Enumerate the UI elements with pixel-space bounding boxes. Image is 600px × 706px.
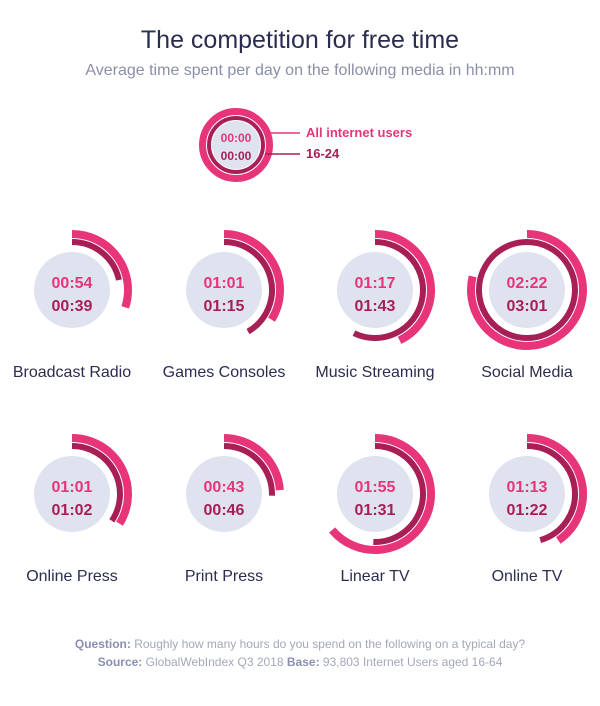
value-16-24-broadcast-radio: 00:39: [52, 298, 93, 315]
arc-all-users-linear-tv: [329, 434, 435, 554]
arc-all-users-social-media: [467, 230, 587, 350]
media-online-tv: 01:13 01:22 Online TV: [489, 434, 587, 585]
value-all-users-music-streaming: 01:17: [355, 275, 396, 292]
category-label-online-press: Online Press: [26, 568, 118, 585]
base-text: 93,803 Internet Users aged 16-64: [322, 655, 503, 669]
media-social-media: 02:22 03:01 Social Media: [467, 230, 587, 381]
arc-16-24-linear-tv: [373, 443, 426, 545]
value-all-users-linear-tv: 01:55: [355, 479, 396, 496]
chart-title: The competition for free time: [140, 26, 460, 54]
legend-label-16-24: 16-24: [306, 146, 340, 161]
value-all-users-print-press: 00:43: [204, 479, 245, 496]
category-label-print-press: Print Press: [185, 568, 263, 585]
arc-all-users-games-consoles: [223, 230, 284, 322]
disc-social-media: [489, 252, 565, 328]
chart-marks: 00:54 00:39 Broadcast Radio 01:01 01:15 Games…: [13, 230, 587, 585]
media-online-press: 01:01 01:02 Online Press: [26, 434, 132, 585]
media-music-streaming: 01:17 01:43 Music Streaming: [315, 230, 435, 381]
arc-16-24-social-media: [476, 239, 578, 341]
media-broadcast-radio: 00:54 00:39 Broadcast Radio: [13, 230, 132, 381]
value-all-users-social-media: 02:22: [507, 275, 548, 292]
disc-online-tv: [489, 456, 565, 532]
media-print-press: 00:43 00:46 Print Press: [185, 434, 284, 585]
legend-sample-bottom: 00:00: [221, 149, 252, 163]
disc-linear-tv: [337, 456, 413, 532]
value-all-users-games-consoles: 01:01: [204, 275, 245, 292]
legend-sample-top: 00:00: [221, 131, 252, 145]
legend-ring-16-24: [207, 116, 265, 174]
base-label: Base:: [286, 655, 320, 669]
media-linear-tv: 01:55 01:31 Linear TV: [329, 434, 435, 585]
footer-question: Question: Roughly how many hours do you …: [0, 637, 600, 651]
arc-all-users-online-tv: [526, 434, 587, 544]
source-text: GlobalWebIndex Q3 2018: [145, 655, 284, 669]
footer-source: Source: GlobalWebIndex Q3 2018 Base: 93,…: [0, 655, 600, 669]
disc-broadcast-radio: [34, 252, 110, 328]
legend-ring-all-users: [199, 108, 273, 182]
arc-all-users-broadcast-radio: [71, 230, 132, 309]
disc-print-press: [186, 456, 262, 532]
category-label-games-consoles: Games Consoles: [163, 364, 286, 381]
value-16-24-music-streaming: 01:43: [355, 298, 396, 315]
arc-16-24-print-press: [223, 443, 275, 496]
disc-music-streaming: [337, 252, 413, 328]
legend-label-all-users: All internet users: [306, 125, 412, 140]
media-games-consoles: 01:01 01:15 Games Consoles: [163, 230, 286, 381]
category-label-broadcast-radio: Broadcast Radio: [13, 364, 131, 381]
legend: 00:00 00:00 All internet users 16-24: [199, 108, 412, 182]
category-label-online-tv: Online TV: [492, 568, 563, 585]
arc-16-24-broadcast-radio: [71, 239, 122, 281]
disc-online-press: [34, 456, 110, 532]
category-label-social-media: Social Media: [481, 364, 573, 381]
arc-16-24-music-streaming: [352, 239, 426, 341]
value-all-users-online-tv: 01:13: [507, 479, 548, 496]
arc-all-users-music-streaming: [374, 230, 435, 344]
value-16-24-games-consoles: 01:15: [204, 298, 245, 315]
value-16-24-social-media: 03:01: [507, 298, 548, 315]
value-16-24-online-press: 01:02: [52, 502, 93, 519]
arc-16-24-online-press: [71, 443, 123, 523]
value-16-24-online-tv: 01:22: [507, 502, 548, 519]
arc-16-24-online-tv: [526, 443, 578, 544]
source-label: Source:: [97, 655, 143, 669]
arc-16-24-games-consoles: [223, 239, 275, 335]
value-16-24-linear-tv: 01:31: [355, 502, 396, 519]
arc-all-users-print-press: [223, 434, 284, 491]
arc-all-users-online-press: [71, 434, 132, 526]
value-all-users-broadcast-radio: 00:54: [52, 275, 93, 292]
disc-games-consoles: [186, 252, 262, 328]
category-label-music-streaming: Music Streaming: [315, 364, 434, 381]
category-label-linear-tv: Linear TV: [340, 568, 409, 585]
value-all-users-online-press: 01:01: [52, 479, 93, 496]
question-label: Question:: [74, 637, 131, 651]
value-16-24-print-press: 00:46: [204, 502, 245, 519]
legend-disc: [212, 121, 260, 169]
question-text: Roughly how many hours do you spend on t…: [134, 637, 526, 651]
chart-subtitle: Average time spent per day on the follow…: [85, 62, 515, 79]
